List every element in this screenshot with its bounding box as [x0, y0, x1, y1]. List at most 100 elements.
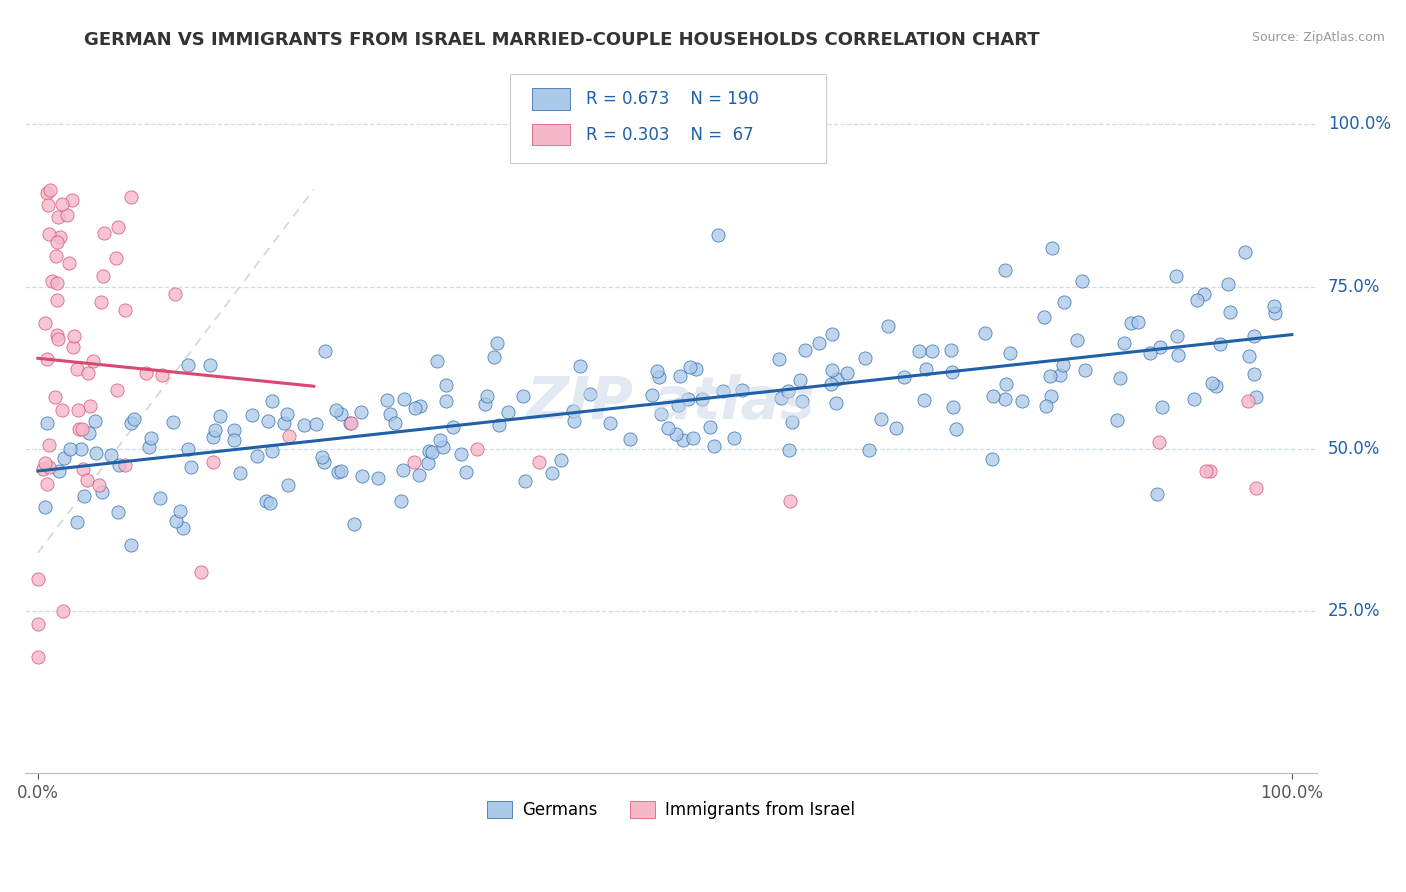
Point: [45, 276, 67, 290]
FancyBboxPatch shape: [510, 74, 827, 163]
Point: [277, 429, 299, 443]
Point: [776, 384, 799, 398]
Point: [1066, 333, 1088, 347]
Point: [311, 450, 333, 464]
Point: [1074, 363, 1097, 377]
Point: [488, 418, 510, 433]
Point: [62, 194, 84, 208]
Point: [27, 649, 49, 664]
Point: [1107, 413, 1129, 427]
Point: [1209, 337, 1232, 351]
Point: [150, 368, 173, 383]
Point: [980, 452, 1002, 467]
Point: [1263, 299, 1285, 313]
Point: [120, 189, 142, 203]
Point: [821, 362, 844, 376]
Point: [1243, 329, 1265, 343]
Point: [808, 336, 831, 351]
Point: [312, 455, 335, 469]
Point: [941, 365, 963, 379]
Text: Source: ZipAtlas.com: Source: ZipAtlas.com: [1251, 31, 1385, 45]
Point: [82, 354, 104, 368]
Point: [945, 422, 967, 436]
Point: [276, 408, 298, 422]
Point: [38, 437, 60, 451]
Point: [32, 462, 55, 476]
Point: [41, 274, 63, 288]
Point: [914, 361, 936, 376]
Point: [541, 467, 564, 481]
Point: [1032, 310, 1054, 324]
Point: [794, 343, 817, 357]
Point: [434, 377, 457, 392]
Point: [994, 263, 1017, 277]
Point: [72, 461, 94, 475]
Point: [259, 496, 281, 510]
Point: [685, 362, 707, 376]
Point: [599, 416, 621, 430]
Point: [657, 420, 679, 434]
Point: [105, 383, 128, 397]
Point: [690, 392, 713, 407]
Point: [1070, 274, 1092, 288]
Point: [35, 416, 58, 430]
Point: [51, 402, 73, 417]
Point: [72, 422, 94, 436]
Point: [89, 478, 111, 492]
Point: [339, 416, 361, 430]
Point: [162, 415, 184, 429]
Point: [277, 478, 299, 492]
Point: [942, 401, 965, 415]
Point: [66, 402, 89, 417]
Text: 50.0%: 50.0%: [1329, 440, 1381, 458]
Point: [515, 474, 537, 488]
Point: [27, 572, 49, 586]
Point: [1126, 315, 1149, 329]
Point: [1149, 340, 1171, 354]
Point: [120, 538, 142, 552]
Point: [921, 343, 943, 358]
Point: [254, 494, 277, 508]
Text: ZIP atlas: ZIP atlas: [527, 374, 815, 431]
Point: [650, 407, 672, 421]
Point: [378, 407, 401, 421]
Bar: [531, 124, 571, 145]
Point: [172, 521, 194, 535]
Point: [998, 346, 1021, 360]
Point: [1011, 393, 1033, 408]
Point: [44, 390, 66, 404]
Point: [432, 440, 454, 454]
Point: [90, 294, 112, 309]
Point: [994, 392, 1017, 406]
Point: [27, 617, 49, 632]
Point: [408, 468, 430, 483]
Point: [38, 183, 60, 197]
Point: [1052, 294, 1074, 309]
Point: [38, 227, 60, 241]
Point: [1192, 287, 1215, 301]
Point: [529, 455, 551, 469]
Point: [46, 328, 69, 343]
Point: [59, 442, 82, 456]
Point: [1164, 268, 1187, 283]
Point: [908, 343, 931, 358]
Point: [1040, 389, 1063, 403]
Point: [229, 466, 252, 480]
Point: [562, 414, 585, 428]
Point: [1195, 464, 1218, 478]
Point: [409, 399, 432, 413]
Point: [1147, 435, 1170, 450]
Point: [858, 443, 880, 458]
Point: [134, 366, 156, 380]
Bar: [531, 88, 571, 110]
Point: [202, 455, 225, 469]
Point: [392, 463, 415, 477]
Point: [58, 255, 80, 269]
Point: [200, 358, 222, 372]
Point: [568, 359, 591, 373]
Point: [1187, 293, 1209, 307]
Point: [1040, 241, 1063, 255]
Point: [37, 198, 59, 212]
Point: [1201, 376, 1223, 391]
Text: R = 0.673    N = 190: R = 0.673 N = 190: [586, 90, 759, 108]
